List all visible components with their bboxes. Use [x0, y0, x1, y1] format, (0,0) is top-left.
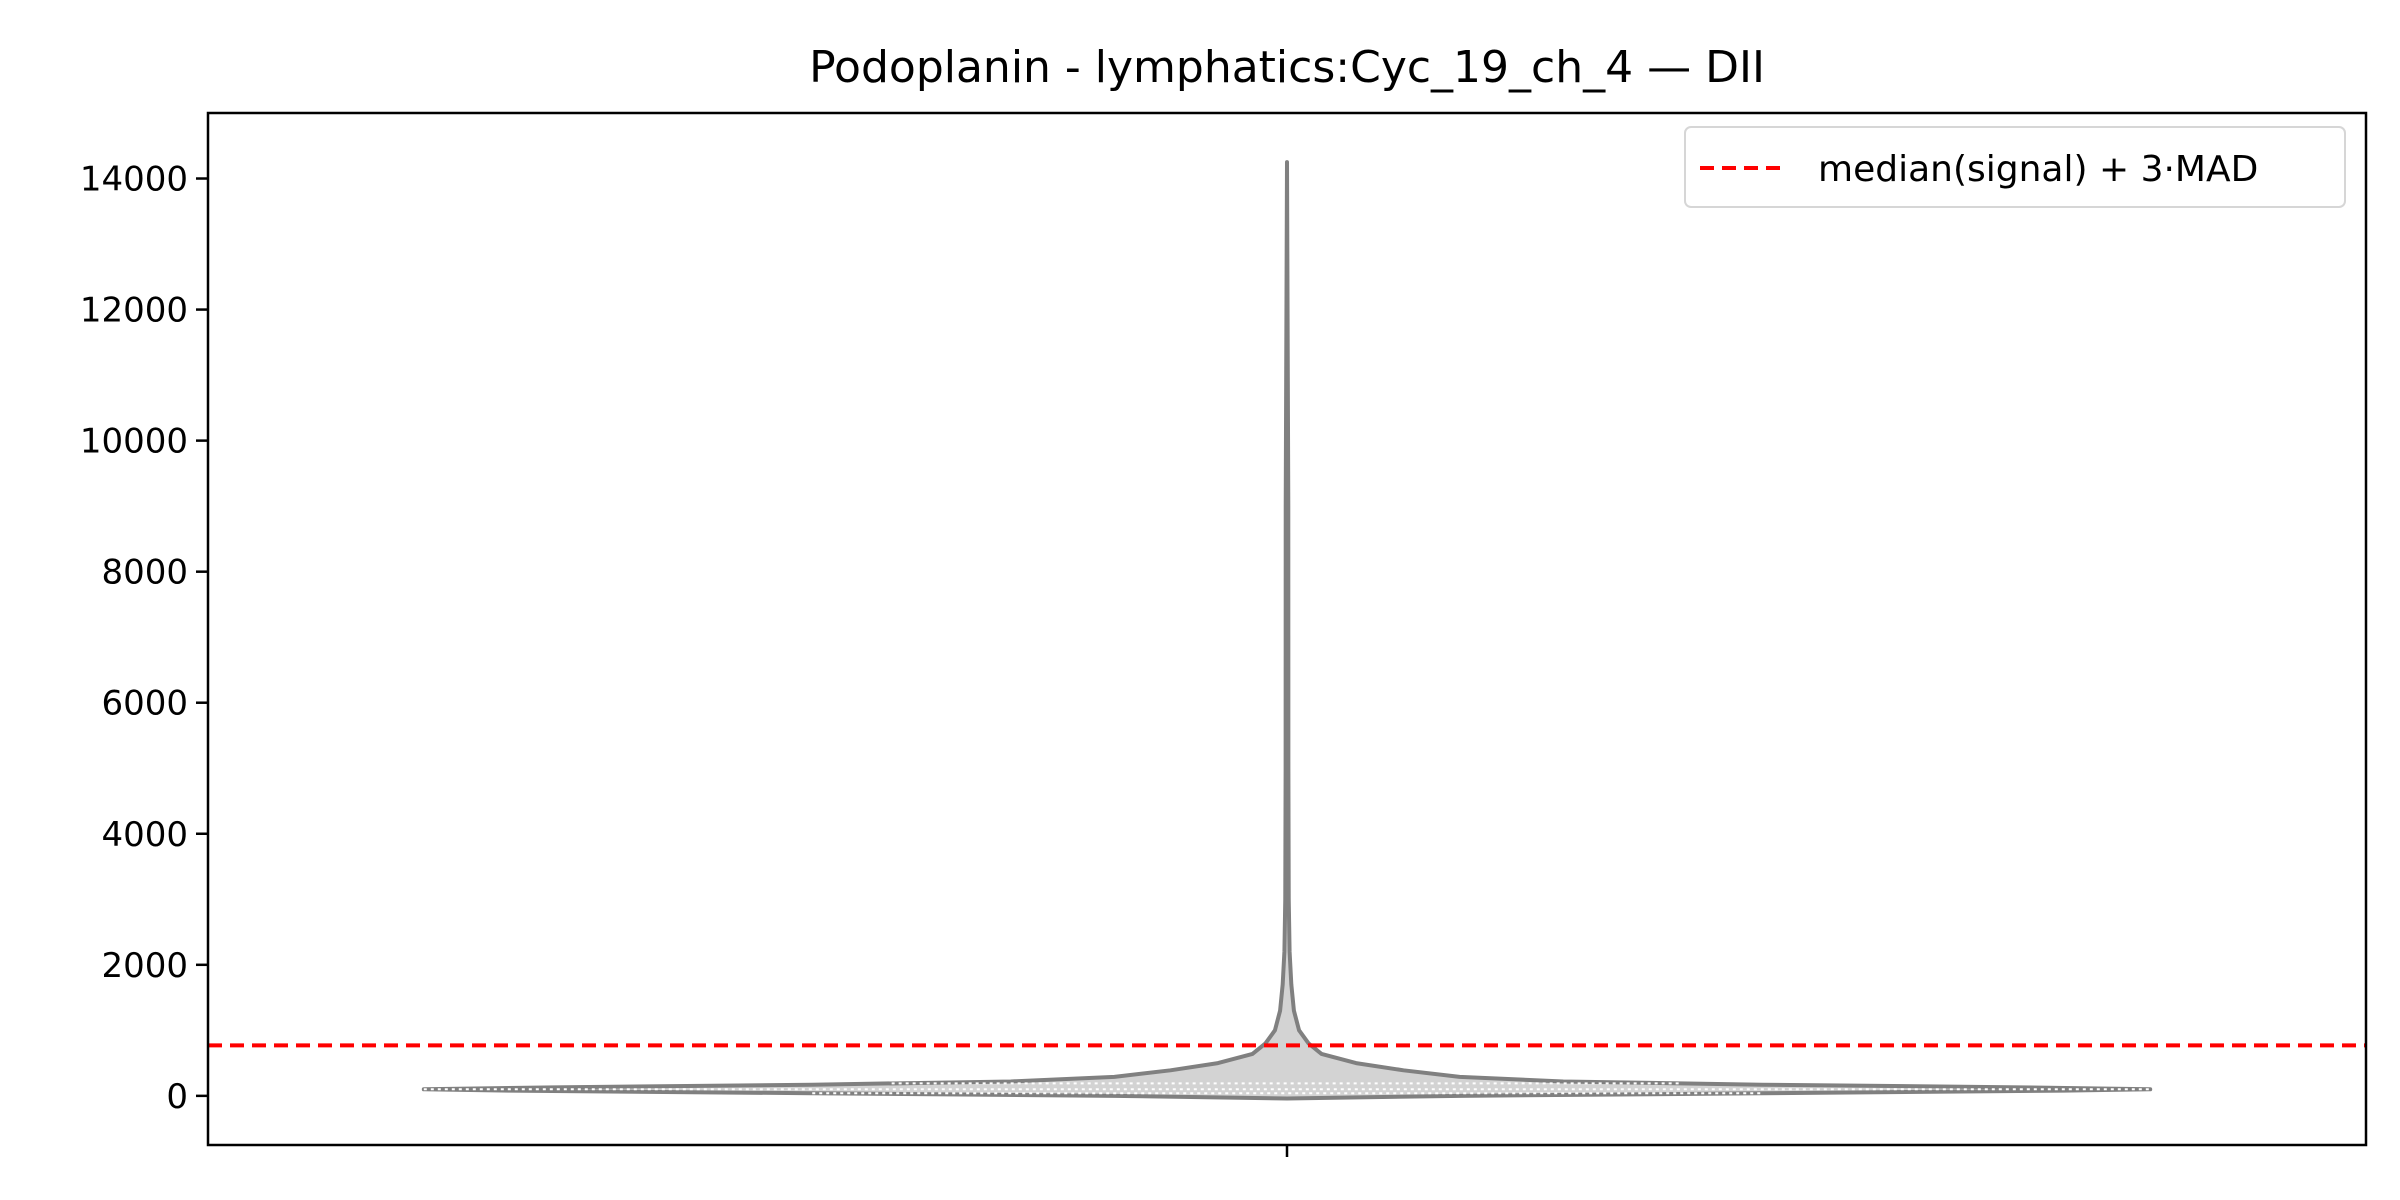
- y-tick-label-3: 6000: [101, 684, 188, 724]
- y-tick-label-6: 12000: [80, 291, 188, 331]
- violin-body: [421, 160, 2153, 1101]
- y-tick-label-1: 2000: [101, 946, 188, 986]
- y-tick-label-0: 0: [166, 1077, 188, 1117]
- legend: median(signal) + 3·MAD: [1684, 126, 2346, 208]
- legend-box: [1684, 126, 2346, 208]
- axes-layer: 0 2000 4000 6000 8000 10000 12000 14000: [80, 111, 2368, 1157]
- y-tick-label-7: 14000: [80, 160, 188, 200]
- legend-label-threshold: median(signal) + 3·MAD: [1818, 149, 2258, 190]
- y-tick-label-4: 8000: [101, 553, 188, 593]
- violin-layer: [421, 160, 2153, 1101]
- y-tick-label-2: 4000: [101, 815, 188, 855]
- chart-title: Podoplanin - lymphatics:Cyc_19_ch_4 — DI…: [809, 42, 1765, 93]
- y-tick-label-5: 10000: [80, 422, 188, 462]
